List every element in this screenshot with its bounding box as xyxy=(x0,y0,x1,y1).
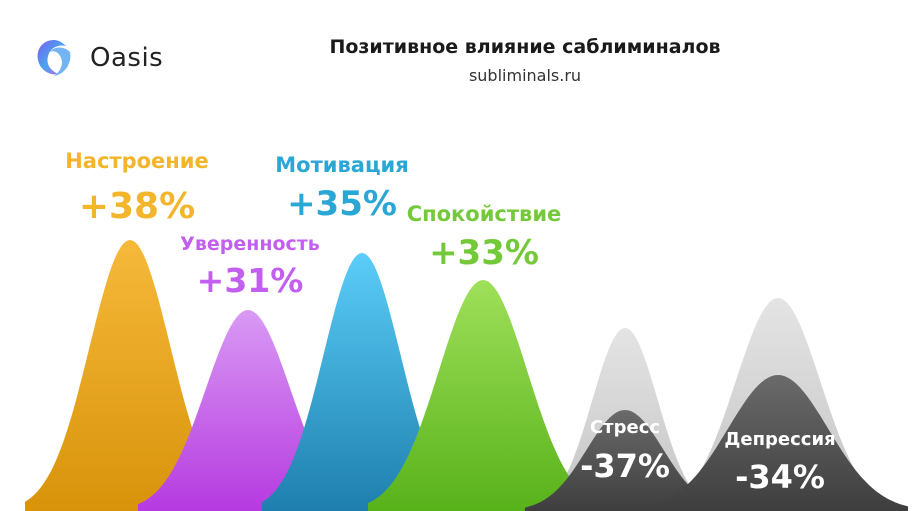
value-label: -34% xyxy=(735,458,825,496)
page-title: Позитивное влияние саблиминалов xyxy=(329,36,721,58)
value-label: +35% xyxy=(287,184,397,224)
value-label: +38% xyxy=(79,186,195,227)
curve-3 xyxy=(262,253,462,511)
curve-6 xyxy=(648,375,908,511)
curve-5 xyxy=(525,410,725,511)
category-label: Настроение xyxy=(65,149,209,173)
curve-4 xyxy=(368,280,598,511)
brand-name: Oasis xyxy=(90,43,164,73)
category-label: Мотивация xyxy=(275,153,408,177)
category-label: Стресс xyxy=(590,417,660,438)
oasis-logo-icon xyxy=(37,40,71,76)
category-label: Уверенность xyxy=(180,233,320,255)
category-label: Спокойствие xyxy=(407,202,562,226)
curve-1 xyxy=(25,240,235,511)
value-label: +33% xyxy=(429,233,539,273)
page-subtitle: subliminals.ru xyxy=(468,66,582,85)
value-label: -37% xyxy=(580,447,670,485)
brand-logo: Oasis xyxy=(32,36,163,80)
category-label: Депрессия xyxy=(724,429,835,450)
value-label: +31% xyxy=(197,261,304,300)
